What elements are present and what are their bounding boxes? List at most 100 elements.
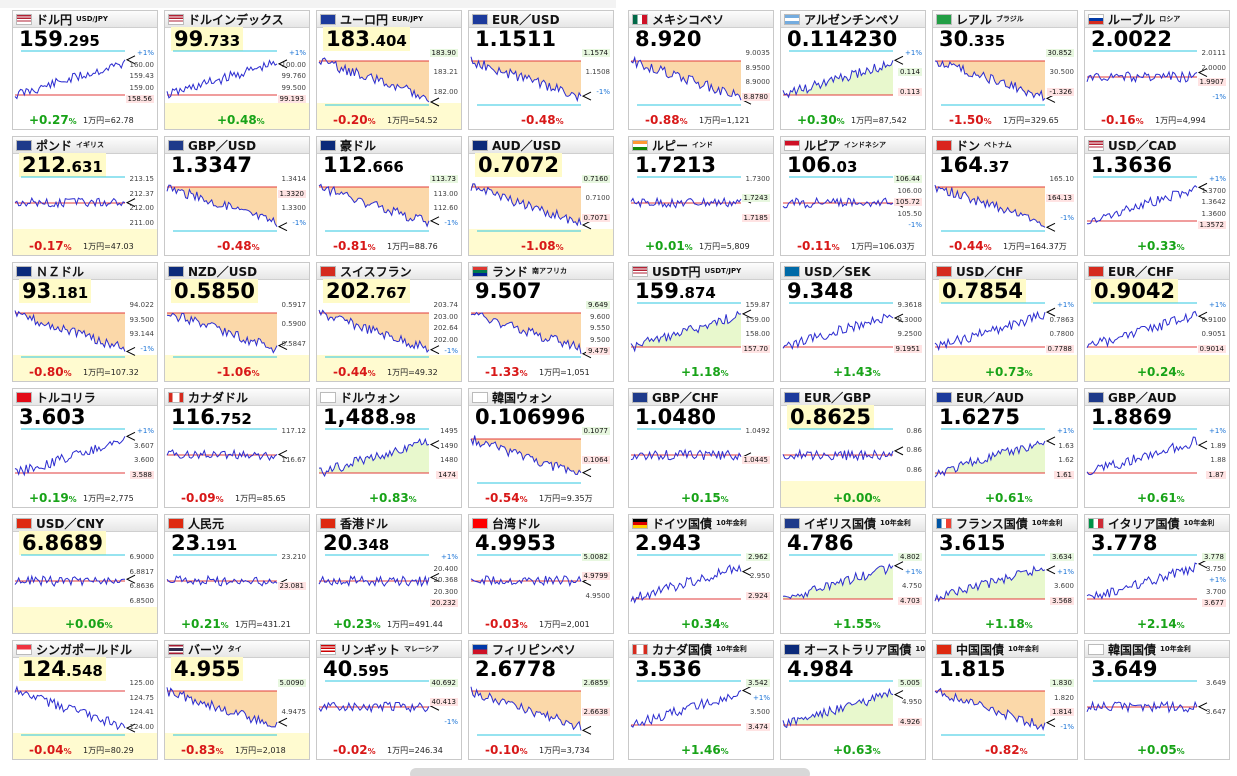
tile-header[interactable]: リンギット マレーシア (317, 641, 461, 658)
market-tile[interactable]: 豪ドル 112.666 113.73 113.00 112.60 -1% -0.81% 1万円… (316, 136, 462, 256)
tile-header[interactable]: 韓国国債 10年金利 (1085, 641, 1229, 658)
tile-header[interactable]: バーツ タイ (165, 641, 309, 658)
market-tile[interactable]: イギリス国債 10年金利 4.786 4.802 +1% 4.750 4.703 +1.55% (780, 514, 926, 634)
market-tile[interactable]: EUR／AUD 1.6275 +1% 1.63 1.62 1.61 +0.61% (932, 388, 1078, 508)
tile-header[interactable]: シンガポールドル (13, 641, 157, 658)
market-tile[interactable]: ＮＺドル 93.181 94.022 93.500 93.144 -1% -0.80% 1万円… (12, 262, 158, 382)
tile-header[interactable]: GBP／CHF (629, 389, 773, 406)
market-tile[interactable]: USDT円 USDT/JPY 159.874 159.87 159.00 158.00 15… (628, 262, 774, 382)
tile-header[interactable]: オーストラリア国債10年金利 (781, 641, 925, 658)
tile-header[interactable]: ドル円 USD/JPY (13, 11, 157, 28)
tile-header[interactable]: ドルウォン (317, 389, 461, 406)
price-major: 30 (939, 27, 969, 51)
tile-header[interactable]: ルーブル ロシア (1085, 11, 1229, 28)
market-tile[interactable]: NZD／USD 0.5850 0.5917 0.5900 0.5847 -1.06% (164, 262, 310, 382)
market-tile[interactable]: ルーブル ロシア 2.0022 2.0111 2.0000 1.9907 -1% -0.16%… (1084, 10, 1230, 130)
market-tile[interactable]: カナダドル 116.752 117.12 116.67 -0.09% 1万円=85.65 (164, 388, 310, 508)
tile-header[interactable]: メキシコペソ (629, 11, 773, 28)
tile-header[interactable]: イタリア国債 10年金利 (1085, 515, 1229, 532)
tile-header[interactable]: ＮＺドル (13, 263, 157, 280)
market-tile[interactable]: EUR／CHF 0.9042 +1% 0.9100 0.9051 0.9014 +0.24% (1084, 262, 1230, 382)
tile-header[interactable]: カナダドル (165, 389, 309, 406)
tile-header[interactable]: 韓国ウォン (469, 389, 613, 406)
market-tile[interactable]: レアル ブラジル 30.335 30.852 30.500 -1.326 -1.50% 1万円… (932, 10, 1078, 130)
tile-header[interactable]: スイスフラン (317, 263, 461, 280)
market-tile[interactable]: EUR／USD 1.1511 1.1574 1.1508 -1% -0.48% (468, 10, 614, 130)
market-tile[interactable]: ポンド イギリス 212.631 213.15 212.37 212.00 211.00 -0… (12, 136, 158, 256)
market-tile[interactable]: リンギット マレーシア 40.595 40.692 40.413 -1% -0.02% 1万円… (316, 640, 462, 760)
tile-header[interactable]: カナダ国債 10年金利 (629, 641, 773, 658)
market-tile[interactable]: トルコリラ 3.603 +1% 3.607 3.600 3.588 +0.19% 1万円=2,… (12, 388, 158, 508)
market-tile[interactable]: フィリピンペソ 2.6778 2.6859 2.6638 -0.10% 1万円=3,734 (468, 640, 614, 760)
tile-header[interactable]: トルコリラ (13, 389, 157, 406)
tile-header[interactable]: アルゼンチンペソ (781, 11, 925, 28)
tile-header[interactable]: USD／SEK (781, 263, 925, 280)
tile-header[interactable]: イギリス国債 10年金利 (781, 515, 925, 532)
market-tile[interactable]: イタリア国債 10年金利 3.778 3.778 3.750 +1% 3.700 3.677 +… (1084, 514, 1230, 634)
tile-header[interactable]: USD／CNY (13, 515, 157, 532)
tile-header[interactable]: ドイツ国債 10年金利 (629, 515, 773, 532)
tile-header[interactable]: AUD／USD (469, 137, 613, 154)
tile-header[interactable]: ルピー インド (629, 137, 773, 154)
tile-header[interactable]: EUR／GBP (781, 389, 925, 406)
market-tile[interactable]: 韓国ウォン 0.106996 0.1077 0.1064 -0.54% 1万円=9.35万 (468, 388, 614, 508)
market-tile[interactable]: 台湾ドル 4.9953 5.0082 4.9799 4.9500 -0.03% 1万円=2,… (468, 514, 614, 634)
tile-header[interactable]: レアル ブラジル (933, 11, 1077, 28)
market-tile[interactable]: ランド 南アフリカ 9.507 9.649 9.600 9.550 9.500 9.479 -1… (468, 262, 614, 382)
market-tile[interactable]: ドン ベトナム 164.37 165.10 164.13 -1% -0.44% 1万円=164… (932, 136, 1078, 256)
tile-header[interactable]: EUR／AUD (933, 389, 1077, 406)
market-tile[interactable]: 人民元 23.191 23.210 23.081 +0.21% 1万円=431.21 (164, 514, 310, 634)
market-tile[interactable]: GBP／USD 1.3347 1.3414 1.3320 1.3300 -1% -0.48% (164, 136, 310, 256)
tile-header[interactable]: 豪ドル (317, 137, 461, 154)
tile-header[interactable]: EUR／CHF (1085, 263, 1229, 280)
market-tile[interactable]: ドルウォン 1,488.98 1495 1490 1480 1474 +0.83% (316, 388, 462, 508)
market-tile[interactable]: USD／SEK 9.348 9.3618 9.3000 9.2500 9.1951 +1.4… (780, 262, 926, 382)
market-tile[interactable]: ドイツ国債 10年金利 2.943 2.962 2.950 2.924 +0.34% (628, 514, 774, 634)
tile-header[interactable]: USD／CAD (1085, 137, 1229, 154)
market-tile[interactable]: ルピア インドネシア 106.03 106.44 106.00 105.72 105.50-… (780, 136, 926, 256)
market-tile[interactable]: ドルインデックス 99.733 +1% 100.00 99.760 99.500 99.19… (164, 10, 310, 130)
tile-header[interactable]: GBP／USD (165, 137, 309, 154)
tile-header[interactable]: フランス国債 10年金利 (933, 515, 1077, 532)
horizontal-scrollbar[interactable] (410, 768, 810, 776)
tile-header[interactable]: GBP／AUD (1085, 389, 1229, 406)
tile-header[interactable]: フィリピンペソ (469, 641, 613, 658)
tile-header[interactable]: ドン ベトナム (933, 137, 1077, 154)
tile-header[interactable]: EUR／USD (469, 11, 613, 28)
market-tile[interactable]: バーツ タイ 4.955 5.0090 4.9475 -0.83% 1万円=2,018 (164, 640, 310, 760)
market-tile[interactable]: シンガポールドル 124.548 125.00 124.75 124.41 124.00 -… (12, 640, 158, 760)
tile-header[interactable]: 香港ドル (317, 515, 461, 532)
market-tile[interactable]: 韓国国債 10年金利 3.649 3.649 3.647 +0.05% (1084, 640, 1230, 760)
tile-header[interactable]: ドルインデックス (165, 11, 309, 28)
tile-header[interactable]: 中国国債 10年金利 (933, 641, 1077, 658)
market-tile[interactable]: EUR／GBP 0.8625 0.86 0.86 0.86 +0.00% (780, 388, 926, 508)
tile-header[interactable]: USDT円 USDT/JPY (629, 263, 773, 280)
market-tile[interactable]: GBP／CHF 1.0480 1.0492 1.0445 +0.15% (628, 388, 774, 508)
market-tile[interactable]: ユーロ円 EUR/JPY 183.404 183.90 183.21 182.00 -0.2… (316, 10, 462, 130)
tile-header[interactable]: ポンド イギリス (13, 137, 157, 154)
percent-sign: % (519, 621, 528, 630)
market-tile[interactable]: ドル円 USD/JPY 159.295 +1% 160.00 159.43 159.00 15… (12, 10, 158, 130)
market-tile[interactable]: フランス国債 10年金利 3.615 3.634 +1% 3.600 3.568 +1.18% (932, 514, 1078, 634)
tile-header[interactable]: ランド 南アフリカ (469, 263, 613, 280)
market-tile[interactable]: 香港ドル 20.348 +1% 20.400 20.368 20.300 20.232 +0.… (316, 514, 462, 634)
market-tile[interactable]: アルゼンチンペソ 0.114230 +1% 0.114 0.113 +0.30% 1万円=8… (780, 10, 926, 130)
tile-header[interactable]: 人民元 (165, 515, 309, 532)
tile-header[interactable]: NZD／USD (165, 263, 309, 280)
market-tile[interactable]: USD／CHF 0.7854 +1% 0.7863 0.7800 0.7788 +0.73% (932, 262, 1078, 382)
tile-header[interactable]: 台湾ドル (469, 515, 613, 532)
tile-header[interactable]: USD／CHF (933, 263, 1077, 280)
market-tile[interactable]: ルピー インド 1.7213 1.7300 1.7243 1.7185 +0.01% 1万円=… (628, 136, 774, 256)
market-tile[interactable]: カナダ国債 10年金利 3.536 3.542 +1% 3.500 3.474 +1.46% (628, 640, 774, 760)
market-tile[interactable]: 中国国債 10年金利 1.815 1.830 1.820 1.814 -1% -0.82% (932, 640, 1078, 760)
market-tile[interactable]: スイスフラン 202.767 203.74 203.00 202.64 202.00 -1%… (316, 262, 462, 382)
market-tile[interactable]: メキシコペソ 8.920 9.0035 8.9500 8.9000 8.8780 -0.88… (628, 10, 774, 130)
tile-header[interactable]: ユーロ円 EUR/JPY (317, 11, 461, 28)
market-tile[interactable]: AUD／USD 0.7072 0.7160 0.7100 0.7071 -1.08% (468, 136, 614, 256)
market-tile[interactable]: GBP／AUD 1.8869 +1% 1.89 1.88 1.87 +0.61% (1084, 388, 1230, 508)
yen-conversion: 1万円=2,775 (83, 494, 134, 503)
market-tile[interactable]: USD／CAD 1.3636 +1% 1.3700 1.3642 1.3600 1.3572… (1084, 136, 1230, 256)
market-tile[interactable]: USD／CNY 6.8689 6.9000 6.8817 6.8636 6.8500 +0.… (12, 514, 158, 634)
tile-header[interactable]: ルピア インドネシア (781, 137, 925, 154)
